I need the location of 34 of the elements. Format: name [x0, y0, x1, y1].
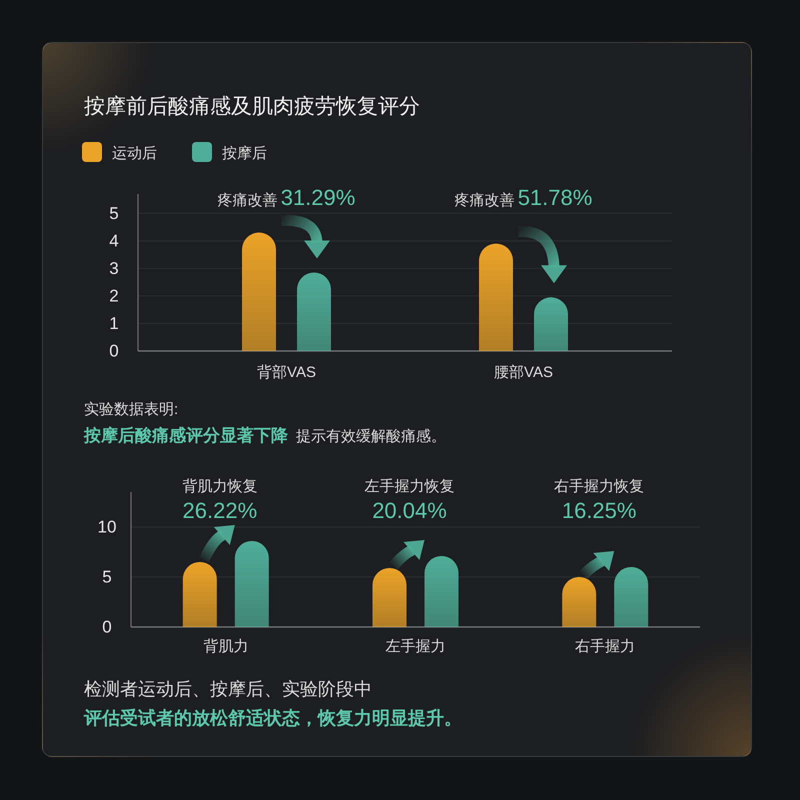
annotation: 背肌力恢复	[182, 478, 258, 495]
annotation: 31.29%	[280, 185, 356, 210]
text: 提示有效缓解酸痛感。	[296, 428, 446, 445]
y-tick-label: 2	[109, 286, 119, 306]
annotation: 20.04%	[372, 498, 447, 523]
y-tick-label: 10	[98, 518, 116, 536]
annotation: 16.25%	[562, 498, 636, 523]
text: 实验数据表明:	[84, 400, 178, 420]
y-tick-label: 5	[102, 568, 112, 586]
annotation: 疼痛改善	[218, 192, 278, 209]
y-tick-label: 1	[109, 314, 119, 333]
y-tick-label: 4	[109, 231, 119, 250]
text: 按摩后酸痛感评分显著下降	[84, 426, 288, 445]
x-tick-label: 右手握力	[575, 638, 636, 655]
x-tick-label: 背肌力	[203, 638, 248, 655]
annotation: 26.22%	[182, 498, 258, 523]
text: 检测者运动后、按摩后、实验阶段中	[84, 678, 372, 701]
text: 评估受试者的放松舒适状态，恢复力明显提升。	[84, 706, 462, 730]
y-tick-label: 0	[109, 342, 119, 360]
legend-item: 按摩后	[192, 142, 267, 162]
annotation: 疼痛改善	[454, 192, 515, 209]
x-tick-label: 背部VAS	[257, 364, 316, 381]
annotation: 51.78%	[518, 185, 592, 210]
annotation: 左手握力恢复	[364, 478, 454, 495]
x-tick-label: 腰部VAS	[494, 364, 553, 381]
chart-title: 按摩前后酸痛感及肌肉疲劳恢复评分	[84, 95, 420, 118]
annotation: 右手握力恢复	[554, 478, 644, 495]
legend-item: 运动后	[82, 142, 157, 162]
y-tick-label: 0	[102, 618, 112, 636]
y-tick-label: 5	[109, 204, 119, 223]
legend-label: 按摩后	[222, 145, 267, 162]
x-tick-label: 左手握力	[386, 638, 446, 655]
y-tick-label: 3	[109, 258, 119, 278]
legend-label: 运动后	[112, 145, 157, 162]
